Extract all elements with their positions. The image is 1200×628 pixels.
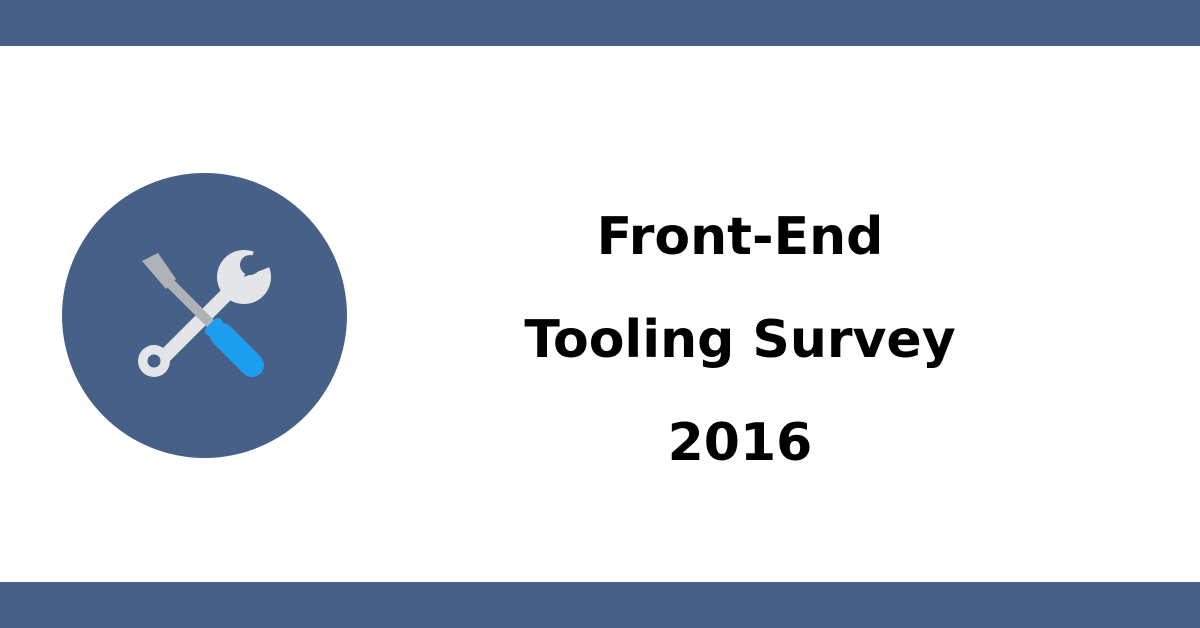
survey-title: Front-End Tooling Survey 2016 — [460, 186, 1020, 495]
screwdriver-tip — [142, 253, 176, 289]
bottom-band — [0, 582, 1200, 628]
tools-icon — [62, 173, 347, 458]
screwdriver-shaft — [166, 279, 216, 329]
tools-badge — [62, 173, 347, 458]
title-line-3: 2016 — [667, 413, 813, 473]
top-band — [0, 0, 1200, 46]
title-line-2: Tooling Survey — [524, 310, 956, 370]
title-line-1: Front-End — [596, 207, 884, 267]
screwdriver-icon — [142, 253, 264, 377]
screwdriver-handle — [210, 323, 264, 377]
wrench-icon — [138, 233, 280, 377]
